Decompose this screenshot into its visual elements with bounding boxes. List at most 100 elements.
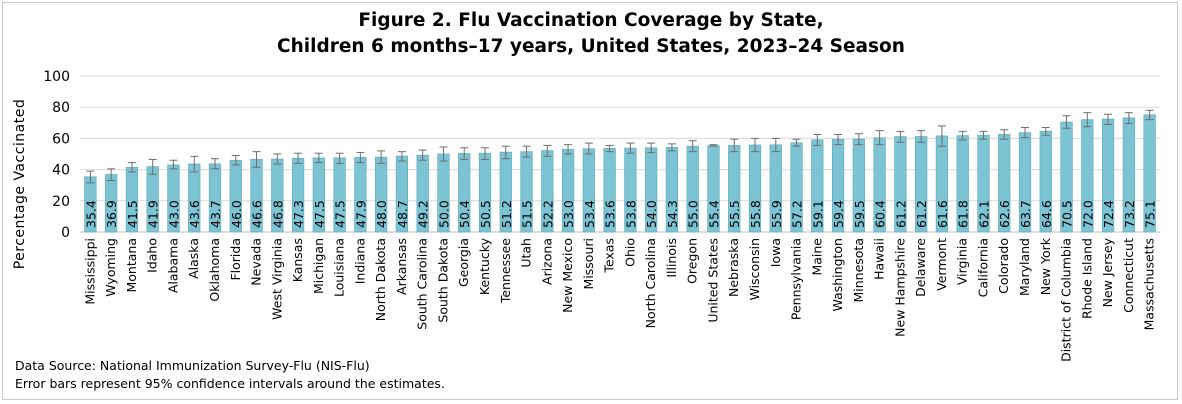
- data-label: 63.7: [1018, 200, 1033, 228]
- x-tick-label: Alabama: [165, 238, 180, 293]
- x-tick-label: Pennsylvania: [789, 238, 804, 320]
- x-tick-label: Illinois: [664, 238, 679, 278]
- x-tick-label: Wyoming: [103, 238, 118, 297]
- data-label: 72.4: [1101, 200, 1116, 228]
- data-label: 36.9: [104, 200, 119, 228]
- error-bar-note: Error bars represent 95% confidence inte…: [15, 376, 445, 391]
- x-tick-label: Mississippi: [82, 238, 97, 305]
- data-label: 53.4: [582, 200, 597, 228]
- data-label: 72.0: [1080, 200, 1095, 228]
- x-tick-label: West Virginia: [269, 238, 284, 320]
- x-tick-label: Tennessee: [498, 238, 513, 304]
- data-label: 47.3: [291, 200, 306, 228]
- y-tick-label: 0: [61, 225, 70, 241]
- data-label: 46.0: [229, 200, 244, 228]
- data-label: 55.8: [748, 200, 763, 228]
- x-tick-label: Washington: [830, 238, 845, 311]
- x-tick-label: Arkansas: [394, 238, 409, 295]
- x-tick-label: Nebraska: [726, 238, 741, 297]
- data-label: 53.6: [603, 200, 618, 228]
- data-label: 59.4: [831, 200, 846, 228]
- data-label: 54.0: [644, 200, 659, 228]
- x-tick-label: Colorado: [996, 238, 1011, 294]
- x-tick-label: North Carolina: [643, 238, 658, 328]
- data-label: 55.5: [727, 200, 742, 228]
- x-tick-label: New Jersey: [1100, 237, 1115, 307]
- x-tick-label: Kentucky: [477, 237, 492, 295]
- x-tick-label: Massachusetts: [1142, 238, 1157, 330]
- x-tick-label: Missouri: [581, 238, 596, 289]
- x-tick-label: Connecticut: [1121, 238, 1136, 313]
- data-label: 35.4: [83, 200, 98, 228]
- x-tick-label: Indiana: [352, 238, 367, 284]
- data-label: 48.0: [374, 200, 389, 228]
- data-label: 41.5: [125, 200, 140, 228]
- x-tick-label: Montana: [124, 238, 139, 293]
- y-tick-label: 80: [52, 100, 70, 116]
- y-tick-label: 20: [52, 194, 70, 210]
- data-label: 55.0: [686, 200, 701, 228]
- data-label: 48.7: [395, 200, 410, 228]
- data-label: 75.1: [1143, 200, 1158, 228]
- y-tick-label: 60: [52, 131, 70, 147]
- data-label: 50.4: [457, 200, 472, 228]
- data-source-note: Data Source: National Immunization Surve…: [15, 358, 370, 373]
- x-tick-label: District of Columbia: [1059, 238, 1074, 362]
- chart-title-line2: Children 6 months–17 years, United State…: [277, 36, 905, 57]
- x-tick-label: Florida: [228, 238, 243, 281]
- data-label: 47.5: [333, 200, 348, 228]
- x-tick-label: Maine: [809, 238, 824, 276]
- x-tick-label: Michigan: [311, 238, 326, 294]
- data-label: 61.2: [914, 200, 929, 228]
- x-tick-label: Arizona: [539, 238, 554, 285]
- data-label: 61.8: [956, 200, 971, 228]
- data-label: 53.0: [561, 200, 576, 228]
- x-tick-label: Georgia: [456, 238, 471, 287]
- chart-title-line1: Figure 2. Flu Vaccination Coverage by St…: [358, 10, 824, 31]
- x-tick-label: Minnesota: [851, 238, 866, 303]
- data-label: 43.0: [166, 200, 181, 228]
- data-label: 50.5: [478, 200, 493, 228]
- data-label: 46.6: [250, 200, 265, 228]
- data-label: 57.2: [790, 200, 805, 228]
- data-label: 54.3: [665, 200, 680, 228]
- data-label: 43.6: [187, 200, 202, 228]
- x-tick-label: South Dakota: [435, 238, 450, 323]
- chart-title: Figure 2. Flu Vaccination Coverage by St…: [0, 8, 1182, 60]
- x-tick-label: Ohio: [622, 238, 637, 267]
- x-tick-label: Nevada: [249, 238, 264, 286]
- x-tick-label: Maryland: [1017, 238, 1032, 296]
- x-tick-label: Texas: [602, 238, 617, 274]
- data-label: 61.6: [935, 200, 950, 228]
- data-label: 41.9: [146, 200, 161, 228]
- data-label: 55.4: [706, 200, 721, 228]
- data-label: 47.9: [353, 200, 368, 228]
- x-tick-label: Idaho: [145, 238, 160, 273]
- data-label: 59.1: [810, 200, 825, 228]
- data-label: 43.7: [208, 200, 223, 228]
- x-tick-label: Wisconsin: [747, 238, 762, 300]
- data-label: 51.2: [499, 200, 514, 228]
- x-tick-label: Kansas: [290, 238, 305, 282]
- x-tick-label: Rhode Island: [1079, 238, 1094, 319]
- x-tick-label: Delaware: [913, 238, 928, 297]
- data-label: 46.8: [270, 200, 285, 228]
- data-label: 61.2: [893, 200, 908, 228]
- data-label: 49.2: [416, 200, 431, 228]
- x-tick-label: Virginia: [955, 238, 970, 285]
- x-tick-label: United States: [705, 238, 720, 323]
- data-label: 60.4: [873, 200, 888, 228]
- data-label: 47.5: [312, 200, 327, 228]
- data-label: 62.1: [976, 200, 991, 228]
- data-label: 52.2: [540, 200, 555, 228]
- x-tick-label: South Carolina: [415, 238, 430, 330]
- x-tick-label: North Dakota: [373, 238, 388, 321]
- data-label: 59.5: [852, 200, 867, 228]
- x-tick-label: Hawaii: [872, 238, 887, 280]
- x-tick-label: Oregon: [685, 238, 700, 284]
- data-label: 64.6: [1039, 200, 1054, 228]
- y-tick-label: 40: [52, 163, 70, 179]
- data-label: 50.0: [436, 200, 451, 228]
